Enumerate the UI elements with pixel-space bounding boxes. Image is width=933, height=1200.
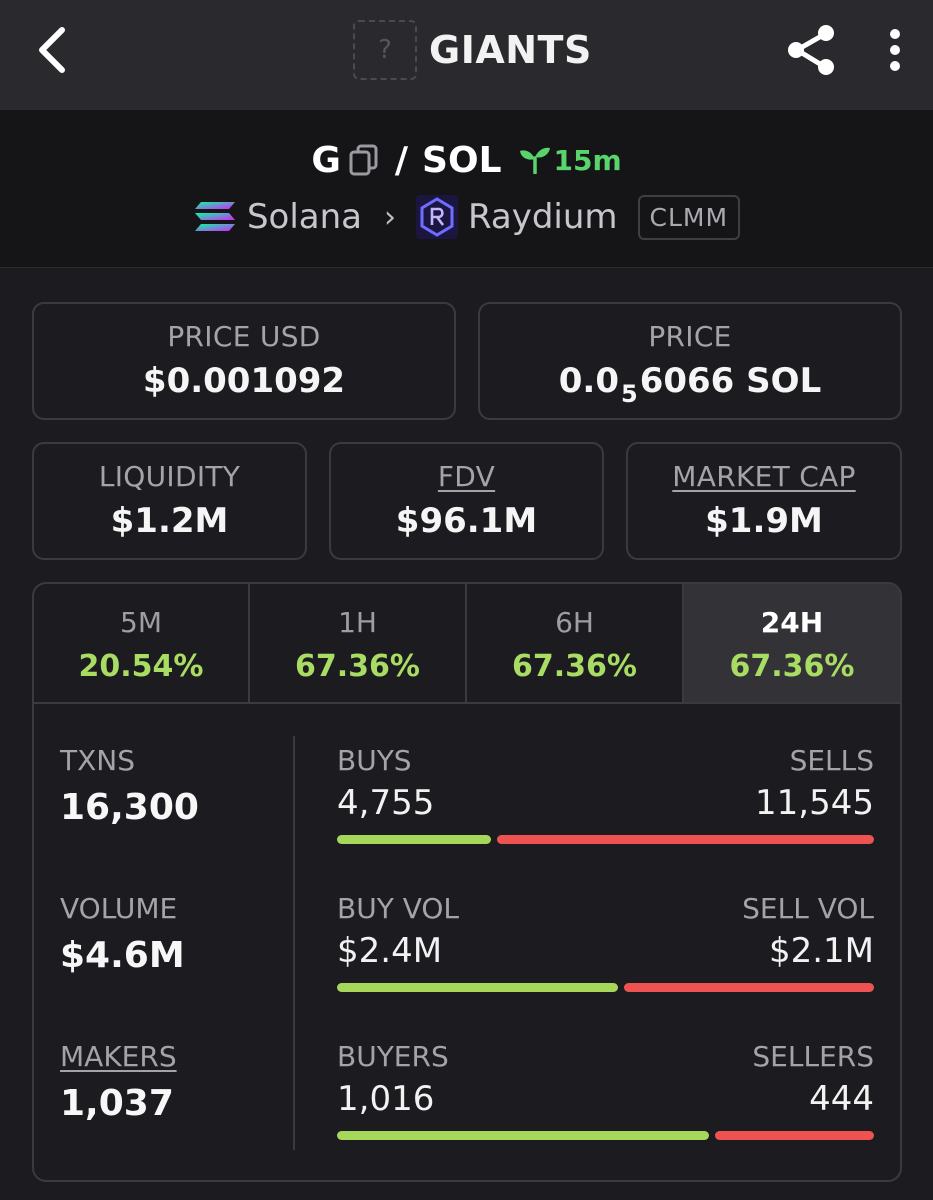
buy-vol-value: $2.4M [337, 931, 443, 971]
buys-sells-split: BUYS SELLS 4,755 11,545 [337, 744, 874, 844]
pair-age-value: 15m [553, 143, 622, 177]
fdv-label[interactable]: FDV [437, 460, 496, 493]
solana-icon [194, 202, 235, 231]
txns-value: 16,300 [60, 787, 199, 828]
liquidity-value: $1.2M [110, 501, 229, 541]
price-native-card: PRICE 0.056066 SOL [478, 302, 902, 420]
price-native-prefix: 0.0 [558, 361, 619, 401]
makers-label[interactable]: MAKERS [60, 1040, 177, 1073]
timeframe-tabs: 5M 20.54% 1H 67.36% 6H 67.36% 24H 67.36% [34, 584, 900, 704]
sellers-value: 444 [809, 1079, 874, 1119]
sell-bar-fill [624, 983, 874, 992]
buyers-value: 1,016 [337, 1079, 435, 1119]
tab-24h[interactable]: 24H 67.36% [684, 584, 900, 702]
fdv-value: $96.1M [395, 501, 538, 541]
market-cap-label[interactable]: MARKET CAP [672, 460, 856, 493]
price-native-zero-count: 5 [620, 380, 638, 408]
buy-bar-fill [337, 835, 491, 844]
sprout-icon [519, 147, 550, 174]
more-vertical-icon [890, 29, 900, 71]
buy-bar-fill [337, 1131, 709, 1140]
top-bar: ? GIANTS [0, 0, 933, 110]
liquidity-label: LIQUIDITY [98, 460, 241, 493]
sell-vol-label: SELL VOL [742, 892, 874, 925]
dex-name[interactable]: Raydium [468, 197, 618, 237]
sells-value: 11,545 [755, 783, 874, 823]
token-logo-question: ? [378, 35, 392, 65]
sell-bar-fill [715, 1131, 874, 1140]
volume-stat: VOLUME $4.6M [60, 892, 185, 976]
header-title-group: ? GIANTS [353, 20, 592, 80]
volume-label: VOLUME [60, 892, 178, 925]
back-button[interactable] [30, 22, 78, 78]
stats-divider [293, 736, 295, 1150]
tab-change-value: 67.36% [512, 649, 637, 684]
price-native-value: 0.056066 SOL [480, 361, 900, 408]
sellers-label: SELLERS [752, 1040, 874, 1073]
chain-dex-line: Solana › Raydium CLMM [0, 192, 933, 242]
sell-bar-fill [497, 835, 874, 844]
tab-change-value: 20.54% [78, 649, 204, 684]
price-native-digits: 6066 [639, 361, 735, 401]
buyers-sellers-bar [337, 1131, 874, 1140]
market-cap-value: $1.9M [705, 501, 823, 541]
tab-6h[interactable]: 6H 67.36% [467, 584, 684, 702]
tab-label: 24H [760, 606, 824, 639]
page-title: GIANTS [429, 28, 592, 72]
sells-label: SELLS [789, 744, 874, 777]
tab-change-value: 67.36% [729, 649, 855, 684]
tab-5m[interactable]: 5M 20.54% [34, 584, 250, 702]
price-usd-value: $0.001092 [142, 361, 346, 401]
stats-panel: 5M 20.54% 1H 67.36% 6H 67.36% 24H 67.36%… [32, 582, 902, 1182]
copy-icon[interactable] [349, 144, 379, 176]
chain-name[interactable]: Solana [246, 197, 362, 237]
fdv-card: FDV $96.1M [329, 442, 604, 560]
sell-vol-value: $2.1M [768, 931, 874, 971]
tab-1h[interactable]: 1H 67.36% [250, 584, 467, 702]
price-native-unit: SOL [746, 361, 822, 401]
pool-type-badge: CLMM [637, 194, 741, 240]
chevron-right-icon: › [384, 199, 396, 235]
buyers-sellers-split: BUYERS SELLERS 1,016 444 [337, 1040, 874, 1140]
tab-label: 6H [555, 606, 594, 639]
tab-change-value: 67.36% [295, 649, 420, 684]
txns-label: TXNS [60, 744, 136, 777]
volume-value: $4.6M [60, 935, 185, 976]
pair-separator: / [394, 139, 409, 181]
quote-symbol: SOL [422, 139, 502, 181]
price-native-label: PRICE [648, 320, 732, 353]
buyers-label: BUYERS [337, 1040, 449, 1073]
makers-stat: MAKERS 1,037 [60, 1040, 177, 1124]
more-options-button[interactable] [880, 26, 910, 76]
price-usd-label: PRICE USD [167, 320, 321, 353]
base-symbol: G [311, 139, 341, 181]
buys-label: BUYS [337, 744, 412, 777]
pair-title: G / SOL 15m [0, 138, 933, 182]
raydium-icon [416, 195, 458, 239]
txns-stat: TXNS 16,300 [60, 744, 199, 828]
share-icon [788, 25, 834, 75]
liquidity-card: LIQUIDITY $1.2M [32, 442, 307, 560]
tab-label: 5M [120, 606, 162, 639]
volume-bar [337, 983, 874, 992]
share-button[interactable] [783, 22, 839, 78]
buy-vol-label: BUY VOL [337, 892, 460, 925]
buys-sells-bar [337, 835, 874, 844]
buy-bar-fill [337, 983, 618, 992]
pair-info-bar: G / SOL 15m Sola [0, 110, 933, 268]
market-cap-card: MARKET CAP $1.9M [626, 442, 902, 560]
volume-split: BUY VOL SELL VOL $2.4M $2.1M [337, 892, 874, 992]
pair-age: 15m [518, 144, 622, 177]
back-arrow-icon [39, 27, 65, 73]
buys-value: 4,755 [337, 783, 435, 823]
tab-label: 1H [338, 606, 377, 639]
token-logo-placeholder: ? [353, 20, 417, 80]
price-usd-card: PRICE USD $0.001092 [32, 302, 456, 420]
makers-value: 1,037 [60, 1083, 174, 1124]
